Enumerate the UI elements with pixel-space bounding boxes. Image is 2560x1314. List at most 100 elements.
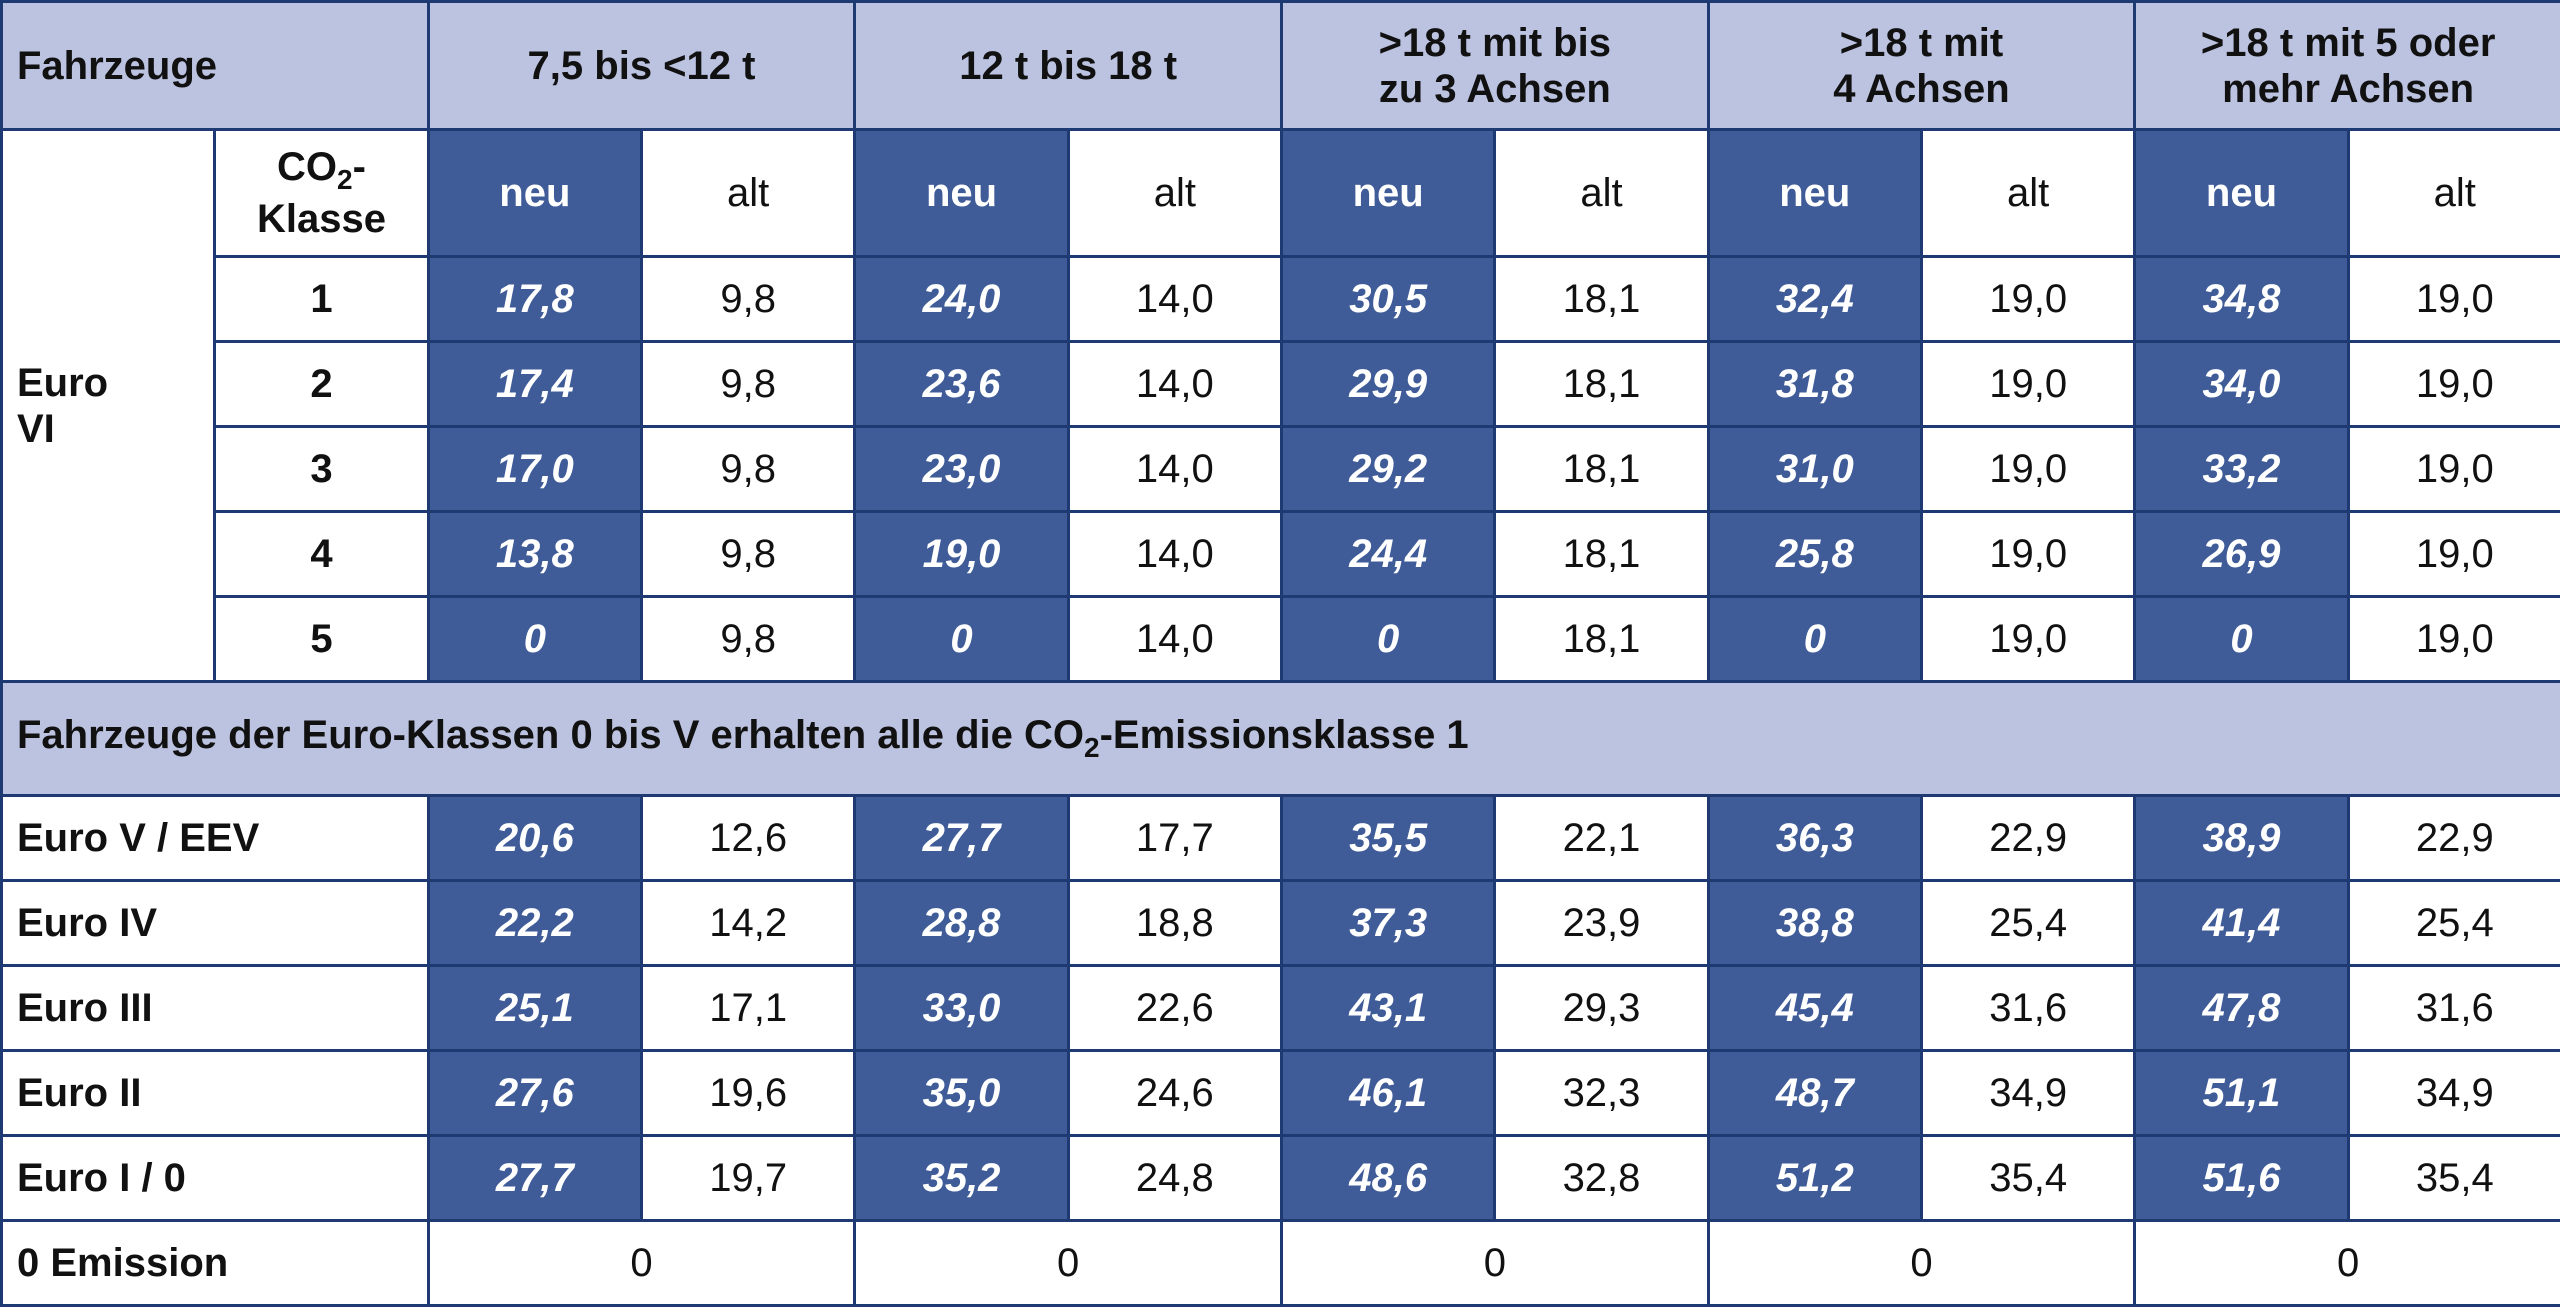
new-value: 35,2 — [853, 1134, 1070, 1222]
zero-value: 0 — [426, 1219, 857, 1307]
old-value: 18,1 — [1493, 255, 1710, 343]
new-value: 17,0 — [426, 425, 644, 513]
old-value: 19,0 — [2346, 595, 2560, 683]
old-value: 34,9 — [1919, 1049, 2137, 1137]
old-value: 19,0 — [2346, 510, 2560, 598]
new-header: neu — [426, 128, 644, 258]
new-value: 19,0 — [853, 510, 1070, 598]
table-row: 4 13,8 9,8 19,0 14,0 24,4 18,1 25,8 19,0 26,9 19,0 — [2, 510, 2560, 598]
old-value: 14,0 — [1066, 425, 1284, 513]
zero-value: 0 — [1280, 1219, 1710, 1307]
table-row: Euro VI CO2- Klasse neu alt neu alt neu alt neu alt… — [0, 128, 2560, 683]
new-value: 36,3 — [1706, 794, 1923, 882]
new-value: 17,4 — [426, 340, 644, 428]
text-line: 4 Achsen — [1833, 66, 2010, 111]
new-value: 17,8 — [426, 255, 644, 343]
new-value: 47,8 — [2133, 964, 2350, 1052]
old-header: alt — [1066, 128, 1284, 258]
new-value: 0 — [1279, 595, 1497, 683]
table-row: 0 Emission 0 0 0 0 0 — [0, 1219, 2560, 1307]
old-header: alt — [639, 128, 857, 258]
new-value: 26,9 — [2133, 510, 2350, 598]
new-value: 22,2 — [426, 879, 644, 967]
text-line: 7,5 bis <12 t — [527, 43, 756, 88]
old-value: 19,0 — [2346, 425, 2560, 513]
new-value: 34,0 — [2133, 340, 2350, 428]
old-value: 17,7 — [1066, 794, 1284, 882]
table-row: Euro IV 22,2 14,2 28,8 18,8 37,3 23,9 38,8 25,4 4… — [0, 879, 2560, 967]
new-value: 24,4 — [1279, 510, 1497, 598]
new-header: neu — [1706, 128, 1923, 258]
row-label: Euro V / EEV — [0, 794, 430, 882]
co2-class: 4 — [213, 510, 430, 598]
old-value: 14,0 — [1066, 510, 1284, 598]
old-value: 35,4 — [2346, 1134, 2560, 1222]
note-suffix: -Emissionsklasse 1 — [1099, 713, 1469, 758]
new-value: 51,2 — [1706, 1134, 1923, 1222]
new-value: 25,1 — [426, 964, 644, 1052]
old-value: 34,9 — [2346, 1049, 2560, 1137]
new-value: 33,0 — [853, 964, 1070, 1052]
zero-value: 0 — [1706, 1219, 2137, 1307]
new-value: 23,0 — [853, 425, 1070, 513]
old-value: 25,4 — [1919, 879, 2137, 967]
co2-class: 1 — [213, 255, 430, 343]
new-value: 31,0 — [1706, 425, 1923, 513]
table-row: 2 17,4 9,8 23,6 14,0 29,9 18,1 31,8 19,0 34,0 19,0 — [2, 340, 2560, 428]
table-row: Euro V / EEV 20,6 12,6 27,7 17,7 35,5 22,1 36,3… — [0, 794, 2560, 882]
new-value: 0 — [853, 595, 1070, 683]
co2-class: 2 — [213, 340, 430, 428]
old-value: 31,6 — [1919, 964, 2137, 1052]
new-value: 0 — [2133, 595, 2350, 683]
table-row: Fahrzeuge der Euro-Klassen 0 bis V erhal… — [0, 680, 2560, 797]
new-value: 24,0 — [853, 255, 1070, 343]
old-value: 22,1 — [1493, 794, 1710, 882]
new-value: 38,8 — [1706, 879, 1923, 967]
old-value: 9,8 — [639, 425, 857, 513]
zero-value: 0 — [853, 1219, 1283, 1307]
new-value: 38,9 — [2133, 794, 2350, 882]
old-value: 23,9 — [1493, 879, 1710, 967]
old-value: 22,9 — [2346, 794, 2560, 882]
new-value: 46,1 — [1279, 1049, 1497, 1137]
co2-line2: Klasse — [257, 197, 386, 242]
old-value: 19,0 — [1919, 340, 2137, 428]
table-row: Fahrzeuge 7,5 bis <12 t 12 t bis 18 t >18 t… — [0, 0, 2560, 131]
old-header: alt — [2346, 128, 2560, 258]
new-value: 0 — [426, 595, 644, 683]
old-value: 18,1 — [1493, 425, 1710, 513]
new-value: 35,0 — [853, 1049, 1070, 1137]
note-text: Fahrzeuge der Euro-Klassen 0 bis V erhal… — [17, 713, 1084, 758]
old-value: 24,8 — [1066, 1134, 1284, 1222]
old-value: 19,0 — [1919, 510, 2137, 598]
old-value: 19,0 — [2346, 340, 2560, 428]
new-value: 0 — [1706, 595, 1923, 683]
zero-value: 0 — [2133, 1219, 2560, 1307]
row-label: Euro IV — [0, 879, 430, 967]
table-row: 3 17,0 9,8 23,0 14,0 29,2 18,1 31,0 19,0 33,2 19,0 — [2, 425, 2560, 513]
co2-sub: 2 — [337, 163, 353, 195]
row-label: 0 Emission — [0, 1219, 430, 1307]
new-value: 51,1 — [2133, 1049, 2350, 1137]
new-value: 29,2 — [1279, 425, 1497, 513]
table-row: 5 0 9,8 0 14,0 0 18,1 0 19,0 0 19,0 — [2, 595, 2560, 683]
old-value: 12,6 — [639, 794, 857, 882]
old-value: 9,8 — [639, 595, 857, 683]
row-label: Euro II — [0, 1049, 430, 1137]
old-value: 14,0 — [1066, 595, 1284, 683]
new-value: 51,6 — [2133, 1134, 2350, 1222]
new-value: 33,2 — [2133, 425, 2350, 513]
old-value: 22,9 — [1919, 794, 2137, 882]
old-value: 14,0 — [1066, 255, 1284, 343]
note-sub: 2 — [1084, 732, 1100, 764]
new-header: neu — [853, 128, 1070, 258]
new-value: 25,8 — [1706, 510, 1923, 598]
new-value: 32,4 — [1706, 255, 1923, 343]
new-header: neu — [2133, 128, 2350, 258]
text-line: 12 t bis 18 t — [959, 43, 1178, 88]
text-line: >18 t mit bis — [1378, 20, 1611, 65]
old-value: 25,4 — [2346, 879, 2560, 967]
co2-text: CO — [277, 144, 338, 189]
table-row: 1 17,8 9,8 24,0 14,0 30,5 18,1 32,4 19,0 34,8 19,0 — [2, 255, 2560, 343]
